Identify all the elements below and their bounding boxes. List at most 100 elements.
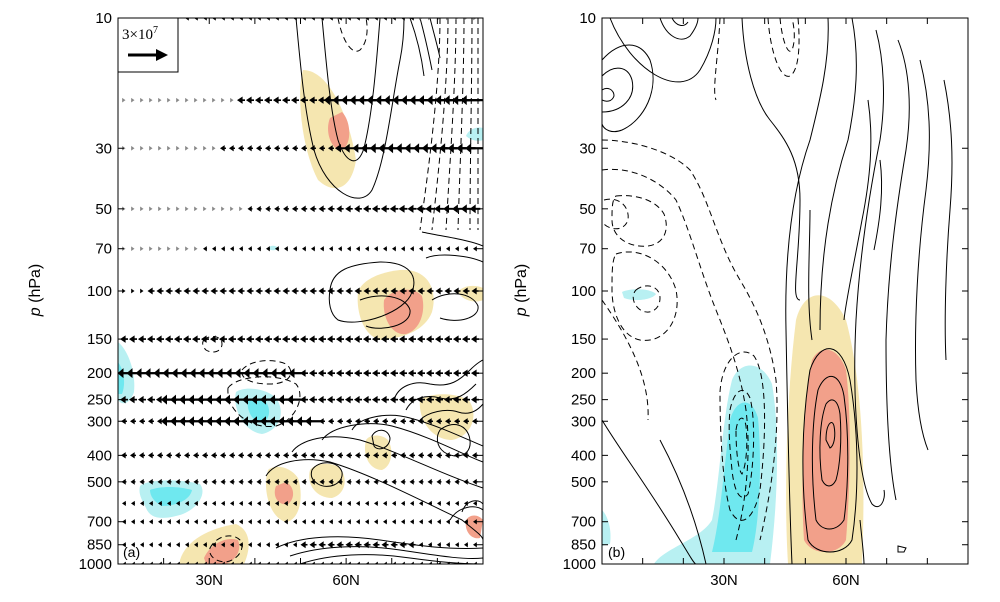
vector-arrow-head [266, 18, 270, 21]
vector-arrow-head [416, 204, 423, 213]
vector-arrow-head [144, 368, 151, 379]
vector-arrow-head [184, 452, 189, 459]
panel-b-contour-solid [943, 79, 953, 361]
vector-arrow-head [131, 246, 135, 252]
vector-arrow-head [275, 542, 279, 548]
vector-arrow-head [158, 206, 162, 212]
vector-arrow-head [176, 97, 180, 103]
panel-a-contour-solid [436, 424, 471, 457]
vector-arrow-head [162, 368, 169, 379]
vector-arrow-head [374, 18, 378, 21]
vector-arrow-head [273, 96, 279, 104]
vector-arrow-head [156, 335, 162, 343]
vector-arrow-head [230, 18, 234, 21]
vector-arrow-head [158, 561, 162, 564]
vector-arrow-head [437, 246, 441, 252]
vector-arrow-head [436, 478, 441, 485]
vector-arrow-head [345, 369, 351, 377]
vector-arrow-head [221, 97, 225, 103]
vector-arrow-head [464, 561, 468, 564]
vector-arrow-head [309, 335, 315, 343]
vector-arrow-head [375, 95, 382, 106]
panel-b-contour-solid [659, 439, 707, 564]
vector-arrow-head [300, 395, 306, 404]
vector-arrow-head [248, 18, 252, 21]
vector-arrow-head [292, 452, 297, 459]
vector-arrow-head [279, 368, 286, 379]
vector-arrow-head [354, 369, 360, 377]
vector-arrow-head [328, 452, 333, 459]
vector-arrow-head [185, 206, 189, 212]
vector-arrow-head [176, 206, 180, 212]
panel-b-contour-solid [602, 419, 697, 564]
vector-arrow-head [320, 500, 324, 507]
panel-b-contour-solid [671, 18, 689, 26]
vector-arrow-head [266, 500, 270, 507]
panel-a-shade-neg-1-core [118, 362, 125, 394]
vector-arrow-head [337, 478, 342, 485]
vector-arrow-head [383, 500, 387, 507]
vector-arrow-head [157, 452, 162, 459]
panel-a-contour-dashed [227, 376, 301, 428]
vector-arrow-head [273, 287, 279, 295]
panel-a-contour-solid [359, 295, 411, 329]
panel-b-shade-neg-2 [602, 510, 611, 546]
vector-arrow-head [239, 246, 243, 252]
vector-arrow-head [238, 145, 243, 152]
panel-b-shading [602, 289, 864, 564]
vector-arrow-head [462, 335, 468, 343]
vector-arrow-head [337, 418, 342, 425]
panel-b-y-tick-label: 50 [579, 201, 596, 218]
vector-arrow-head [380, 204, 387, 213]
vector-arrow-head [328, 418, 333, 425]
reference-vector-box: 3×107 [117, 17, 179, 73]
vector-arrow-head [239, 18, 243, 21]
vector-arrow-head [435, 95, 442, 106]
vector-arrow-head [381, 369, 387, 377]
vector-arrow-head [130, 418, 135, 425]
vector-arrow-head [419, 18, 423, 21]
vector-arrow-head [378, 143, 385, 154]
panel-a-shade-pos-6 [309, 463, 345, 498]
panel-b-contour-solid [819, 18, 857, 331]
vector-arrow-head [327, 395, 333, 404]
vector-arrow-head [157, 478, 162, 485]
vector-arrow-head [192, 287, 198, 295]
vector-arrow-head [288, 368, 295, 379]
vector-arrow-head [302, 500, 306, 507]
vector-arrow-head [437, 18, 441, 21]
vector-arrow-head [456, 143, 463, 154]
vector-arrow-head [318, 541, 324, 549]
vector-arrow-head [239, 542, 243, 548]
vector-arrow-head [247, 145, 252, 152]
panel-b-contour-solid [802, 348, 858, 553]
vector-arrow-head [251, 416, 257, 427]
vector-arrow-head [202, 452, 207, 459]
vector-arrow-head [372, 335, 378, 343]
vector-arrow-head [266, 246, 270, 252]
vector-arrow-head [300, 205, 306, 213]
vector-arrow-head [428, 542, 432, 548]
panel-a-shade-pos-1-core [328, 112, 350, 150]
panel-a-x-tick-label: 30N [195, 572, 223, 589]
vector-arrow-head [167, 519, 171, 525]
vector-arrow-head [328, 145, 333, 152]
panel-b-contour-solid [885, 39, 910, 501]
vector-arrow-head [372, 287, 378, 295]
vector-arrow-head [301, 145, 306, 152]
vector-arrow-head [465, 143, 472, 154]
panel-a-contour-solid [409, 18, 425, 77]
vector-arrow-head [239, 206, 243, 212]
vector-arrow-head [225, 368, 232, 379]
vector-arrow-head [176, 500, 180, 507]
vector-arrow-head [292, 145, 297, 152]
vector-arrow-head [122, 561, 126, 564]
vector-arrow-head [275, 519, 279, 525]
vector-arrow-head [434, 204, 441, 214]
vector-arrow-head [445, 418, 450, 425]
vector-arrow-head [174, 287, 180, 295]
vector-arrow-head [408, 395, 414, 404]
vector-arrow-head [319, 145, 324, 152]
vector-arrow-head [221, 561, 225, 564]
vector-arrow-head [318, 335, 324, 343]
